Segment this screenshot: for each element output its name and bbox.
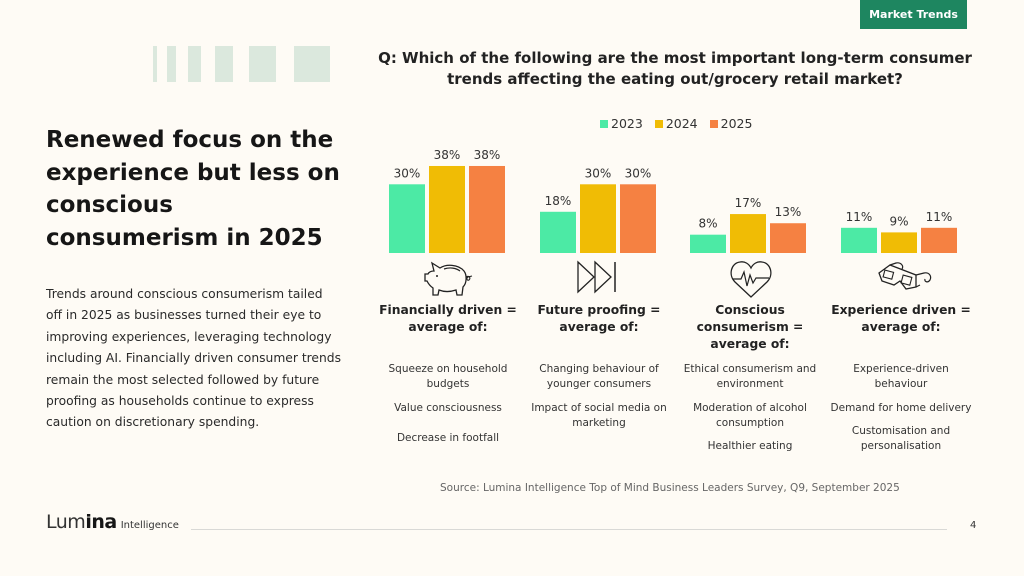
data-label: 17% xyxy=(735,196,762,210)
list-item: Decrease in footfall xyxy=(396,431,500,444)
bar-2025-3 xyxy=(921,227,957,253)
list-item: Ethical consumerism and environment xyxy=(683,363,817,391)
list-item: Demand for home delivery xyxy=(830,401,972,414)
list-item: Value consciousness xyxy=(394,401,502,414)
deco-bar xyxy=(249,46,276,82)
group-items-conscious-consumerism: Ethical consumerism and environment Mode… xyxy=(675,362,825,462)
legend-swatch xyxy=(600,119,608,128)
group-label-future-proofing: Future proofing = average of: xyxy=(537,303,661,334)
bar-2023-2 xyxy=(690,234,726,253)
bar-2025-1 xyxy=(620,184,656,253)
fast-forward-icon xyxy=(577,260,616,294)
legend-label: 2023 xyxy=(611,116,643,131)
bar-chart: 30% 38% 38% 18% 30% 30% 8% 17% 13% 11% 9% 11% xyxy=(389,148,957,253)
logo-bold: ina xyxy=(85,511,117,533)
slide-title: Renewed focus on the experience but less… xyxy=(46,127,340,251)
legend-label: 2024 xyxy=(665,116,698,131)
list-item: Squeeze on household budgets xyxy=(388,363,508,391)
heart-pulse-icon xyxy=(730,261,772,298)
bar-2023-3 xyxy=(841,227,877,253)
legend-swatch xyxy=(654,119,663,128)
data-label: 30% xyxy=(394,166,421,180)
list-item: Experience-driven behaviour xyxy=(853,363,949,391)
deco-bar xyxy=(188,46,201,82)
data-label: 30% xyxy=(625,166,652,180)
group-items-experience-driven: Experience-driven behaviour Demand for h… xyxy=(826,362,976,462)
list-item: Healthier eating xyxy=(707,440,793,453)
list-item: Moderation of alcohol consumption xyxy=(693,401,807,429)
logo-light: Lum xyxy=(46,511,86,533)
data-label: 38% xyxy=(434,148,461,162)
deco-bar xyxy=(167,46,176,82)
group-label-conscious-consumerism: Conscious consumerism = average of: xyxy=(675,302,825,353)
data-label: 11% xyxy=(926,210,953,224)
bar-2024-0 xyxy=(429,165,465,253)
footer-divider xyxy=(191,529,947,530)
data-label: 38% xyxy=(474,148,501,162)
group-label-financially-driven: Financially driven = average of: xyxy=(379,303,517,334)
legend-item-2025: 2025 xyxy=(709,116,753,131)
data-label: 30% xyxy=(585,166,612,180)
bar-2023-0 xyxy=(389,184,425,253)
deco-bar xyxy=(153,46,157,82)
list-item: Customisation and personalisation xyxy=(851,424,951,453)
bar-2024-1 xyxy=(580,184,616,253)
chart-legend: 2023 2024 2025 xyxy=(600,116,752,131)
deco-bar xyxy=(294,46,330,82)
source-note: Source: Lumina Intelligence Top of Mind … xyxy=(440,482,900,494)
piggy-bank-icon xyxy=(424,261,473,296)
company-logo: Lumina Intelligence xyxy=(46,511,179,533)
chart-title: Q: Which of the following are the most i… xyxy=(378,49,972,88)
legend-swatch xyxy=(709,119,718,128)
group-label-experience-driven: Experience driven = average of: xyxy=(831,303,971,334)
bar-2025-0 xyxy=(469,165,505,253)
legend-label: 2025 xyxy=(720,116,753,131)
group-items-future-proofing: Changing behaviour of younger consumers … xyxy=(524,362,674,439)
bar-2024-2 xyxy=(730,214,766,253)
logo-wordmark: Lumina xyxy=(46,511,117,533)
group-items-financially-driven: Squeeze on household budgets Value consc… xyxy=(373,362,523,454)
bar-2023-1 xyxy=(540,211,576,253)
bar-2025-2 xyxy=(770,223,806,253)
legend-item-2023: 2023 xyxy=(600,116,643,131)
group-label-text: Conscious consumerism = average of: xyxy=(696,303,804,351)
3d-glasses-icon xyxy=(878,262,932,290)
list-item: Changing behaviour of younger consumers xyxy=(539,363,659,391)
logo-subtitle: Intelligence xyxy=(120,520,179,531)
data-label: 13% xyxy=(775,205,802,219)
deco-bar xyxy=(215,46,233,82)
data-label: 11% xyxy=(846,210,873,224)
body-text: Trends around conscious consumerism tail… xyxy=(46,287,342,430)
data-label: 8% xyxy=(698,217,717,231)
bar-2024-3 xyxy=(881,232,917,253)
data-label: 18% xyxy=(545,194,572,208)
list-item: Impact of social media on marketing xyxy=(531,401,667,429)
data-label: 9% xyxy=(889,214,908,228)
legend-item-2024: 2024 xyxy=(654,116,698,131)
page-number: 4 xyxy=(970,520,977,531)
section-tag: Market Trends xyxy=(860,0,967,29)
